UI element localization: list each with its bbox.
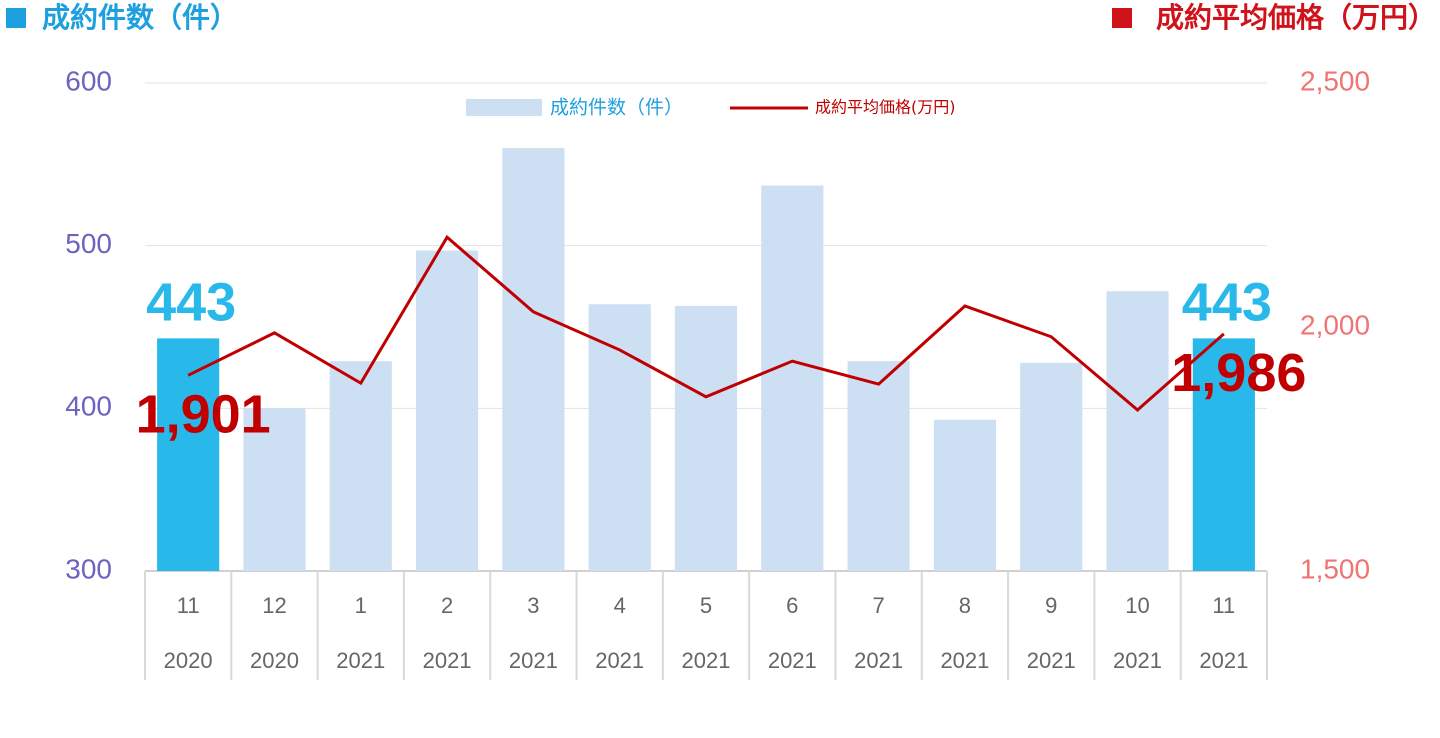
bar [502,148,565,572]
x-tick-year: 2021 [940,648,989,673]
bar [416,250,479,571]
title-icon [1112,8,1132,28]
x-tick-label: 6 [786,593,798,618]
title-icon [6,8,26,28]
y-axis-title: 成約件数（件） [42,1,238,34]
x-tick-year: 2021 [682,648,731,673]
x-tick-label: 3 [527,593,539,618]
bar [1106,291,1169,571]
legend-swatch [466,99,542,116]
y2-tick-label: 1,500 [1300,553,1370,584]
y-tick-label: 600 [65,65,112,96]
x-tick-label: 12 [262,593,286,618]
x-tick-year: 2020 [164,648,213,673]
x-tick-year: 2021 [854,648,903,673]
x-tick-year: 2021 [1027,648,1076,673]
bar-value-label: 443 [146,273,236,333]
x-tick-label: 8 [959,593,971,618]
x-tick-label: 10 [1125,593,1149,618]
bar-value-label: 443 [1182,273,1272,333]
x-tick-year: 2021 [336,648,385,673]
bar [588,304,651,571]
y-tick-label: 500 [65,228,112,259]
y2-axis-title: 成約平均価格（万円） [1156,1,1436,34]
x-tick-label: 7 [872,593,884,618]
bar [243,408,306,571]
bar [847,361,910,571]
bar [761,185,824,572]
x-tick-label: 11 [1212,593,1235,618]
line-value-label: 1,986 [1171,343,1306,403]
bar [1020,362,1083,571]
x-tick-year: 2021 [509,648,558,673]
x-tick-year: 2021 [768,648,817,673]
legend-label: 成約件数（件） [550,97,683,119]
x-tick-label: 4 [614,593,626,618]
x-tick-label: 5 [700,593,712,618]
x-tick-year: 2020 [250,648,299,673]
x-tick-label: 2 [441,593,453,618]
bar [1192,338,1255,571]
x-tick-year: 2021 [1199,648,1248,673]
line [187,234,1225,412]
y-tick-label: 300 [65,553,112,584]
y-tick-label: 400 [65,391,112,422]
bar [157,338,220,571]
x-tick-label: 11 [177,593,200,618]
y2-tick-label: 2,000 [1300,309,1370,340]
bar [329,361,392,571]
x-tick-year: 2021 [595,648,644,673]
line-value-label: 1,901 [136,385,271,445]
bar [674,305,738,571]
x-tick-year: 2021 [423,648,472,673]
x-tick-label: 9 [1045,593,1057,618]
y2-tick-label: 2,500 [1300,65,1370,96]
x-tick-label: 1 [355,593,367,618]
legend-label: 成約平均価格(万円) [815,98,956,117]
bar [933,419,996,571]
x-tick-year: 2021 [1113,648,1162,673]
